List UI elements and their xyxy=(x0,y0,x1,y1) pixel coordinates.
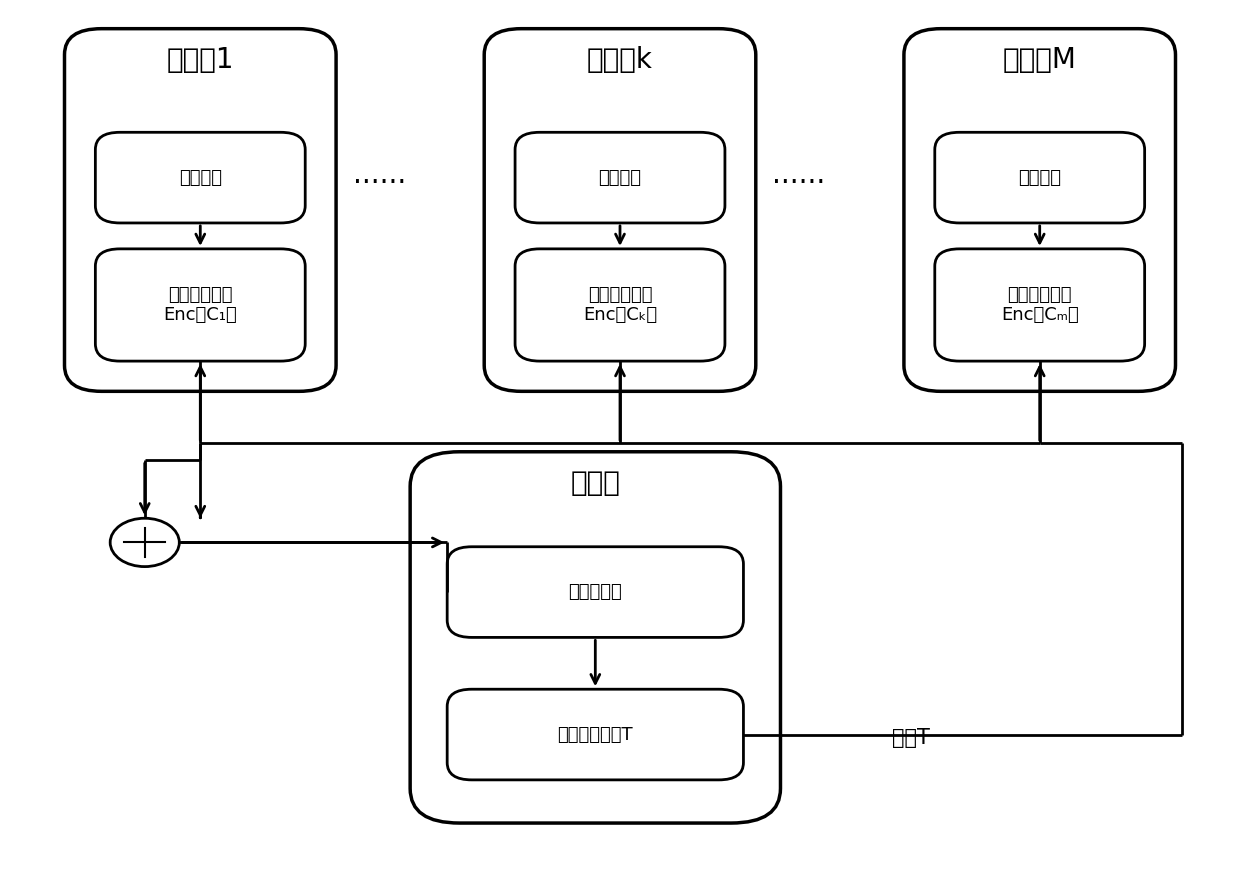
FancyBboxPatch shape xyxy=(448,689,744,779)
FancyBboxPatch shape xyxy=(448,547,744,637)
Text: 加密乘积矩阵
Enc（Cₖ）: 加密乘积矩阵 Enc（Cₖ） xyxy=(583,286,657,324)
FancyBboxPatch shape xyxy=(410,452,780,823)
Text: ......: ...... xyxy=(773,162,826,189)
Text: 降维变换矩阵T: 降维变换矩阵T xyxy=(558,726,634,744)
FancyBboxPatch shape xyxy=(95,249,305,362)
FancyBboxPatch shape xyxy=(515,249,725,362)
FancyBboxPatch shape xyxy=(64,29,336,391)
FancyBboxPatch shape xyxy=(95,132,305,223)
Text: 隐私矩阵: 隐私矩阵 xyxy=(179,169,222,187)
Text: 矩阵T: 矩阵T xyxy=(892,728,930,748)
Text: 持有方M: 持有方M xyxy=(1003,46,1076,74)
FancyBboxPatch shape xyxy=(935,132,1145,223)
Text: 加密乘积矩阵
Enc（Cₘ）: 加密乘积矩阵 Enc（Cₘ） xyxy=(1001,286,1079,324)
Text: 协方差矩阵: 协方差矩阵 xyxy=(568,583,622,601)
Text: 持有方1: 持有方1 xyxy=(166,46,234,74)
Text: ......: ...... xyxy=(352,162,405,189)
Text: 隐私矩阵: 隐私矩阵 xyxy=(599,169,641,187)
FancyBboxPatch shape xyxy=(484,29,756,391)
Text: 加密乘积矩阵
Enc（C₁）: 加密乘积矩阵 Enc（C₁） xyxy=(164,286,237,324)
Text: 持有方k: 持有方k xyxy=(587,46,653,74)
FancyBboxPatch shape xyxy=(935,249,1145,362)
FancyBboxPatch shape xyxy=(515,132,725,223)
Text: 隐私矩阵: 隐私矩阵 xyxy=(1018,169,1061,187)
FancyBboxPatch shape xyxy=(904,29,1176,391)
Text: 第三方: 第三方 xyxy=(570,469,620,497)
